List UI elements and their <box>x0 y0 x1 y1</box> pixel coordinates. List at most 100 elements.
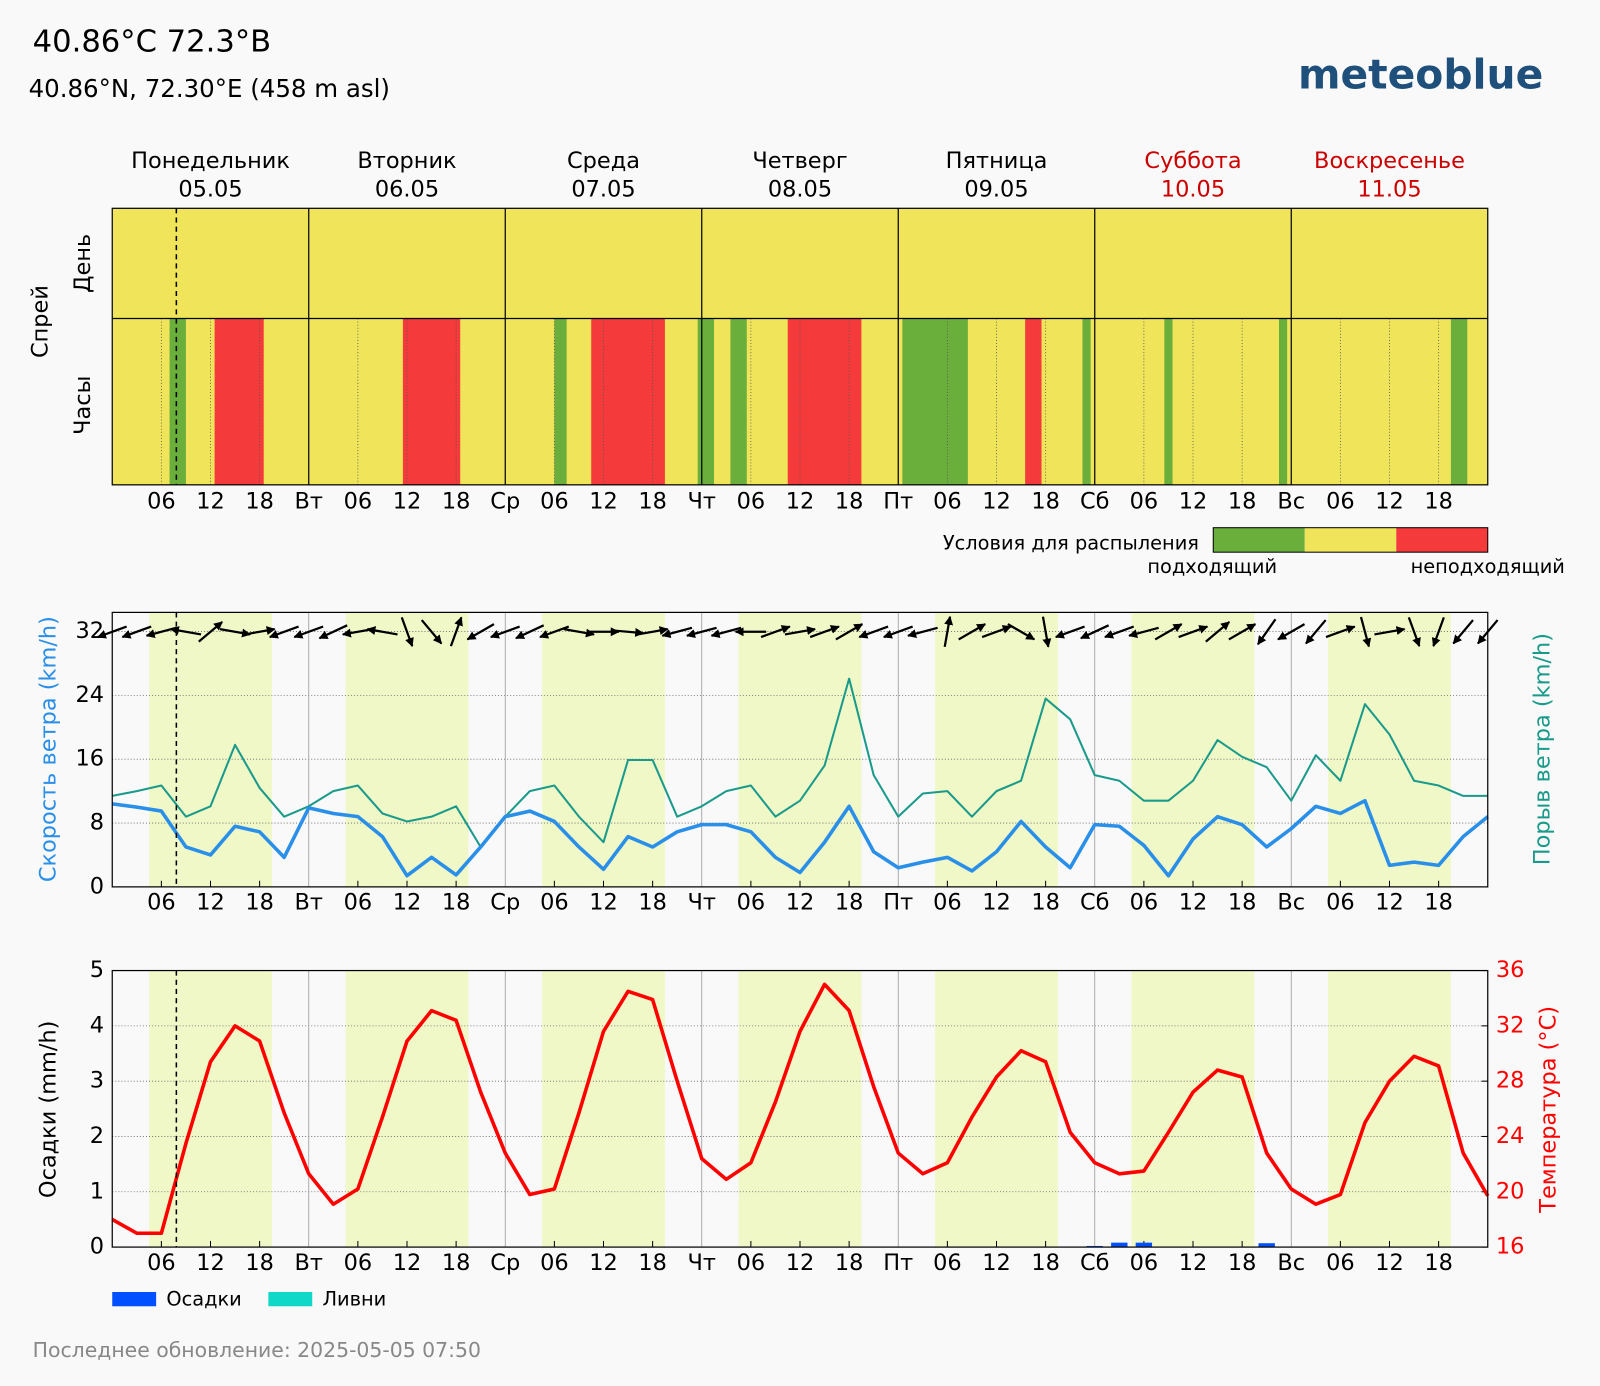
axis-label: Порыв ветра (km/h) <box>1529 633 1555 865</box>
x-tick-label: 12 <box>786 890 815 916</box>
wind-arrow <box>1431 617 1445 648</box>
wind-arrow <box>612 627 645 637</box>
x-tick-label: Чт <box>688 1250 716 1276</box>
x-tick-label: 18 <box>1424 890 1453 916</box>
wind-arrow <box>420 619 443 645</box>
wind-arrow <box>563 628 595 638</box>
x-tick-label: 06 <box>737 890 766 916</box>
spray-hour-segment <box>554 318 567 485</box>
wind-arrow <box>293 625 324 639</box>
wind-arrow <box>1359 616 1372 648</box>
x-tick-label: 12 <box>393 890 422 916</box>
wind-arrow <box>809 625 840 639</box>
x-tick-label: 06 <box>1130 890 1159 916</box>
day-date: 05.05 <box>178 176 242 202</box>
precip-bar <box>1111 1242 1128 1248</box>
x-tick-label: 18 <box>638 1250 667 1276</box>
x-tick-label: 18 <box>442 489 471 515</box>
x-tick-label: 12 <box>589 489 618 515</box>
wind-arrow <box>1407 617 1421 648</box>
day-name: Пятница <box>946 148 1048 174</box>
day-name: Среда <box>567 148 640 174</box>
x-tick-label: Ср <box>490 489 520 515</box>
x-tick-label: 18 <box>835 489 864 515</box>
x-tick-label: Пт <box>883 890 913 916</box>
spray-day-cell <box>112 208 309 319</box>
x-tick-label: 12 <box>1375 489 1404 515</box>
spray-hour-segment <box>1082 318 1091 485</box>
wind-arrow <box>1228 623 1257 641</box>
wind-arrow <box>1104 625 1135 639</box>
x-tick-label: 18 <box>1228 489 1257 515</box>
spray-hour-segment <box>902 318 968 485</box>
logo: meteoblue <box>1298 51 1543 99</box>
daylight <box>1328 970 1451 1248</box>
x-tick-label: 12 <box>982 1250 1011 1276</box>
daylight <box>935 970 1058 1248</box>
x-tick-label: 12 <box>1179 890 1208 916</box>
x-tick-label: Вт <box>295 890 323 916</box>
x-tick-label: 18 <box>1228 1250 1257 1276</box>
day-date: 11.05 <box>1357 176 1421 202</box>
x-tick-label: 12 <box>196 489 225 515</box>
wind-arrow <box>1452 619 1474 645</box>
legend-swatch <box>268 1291 313 1307</box>
day-date: 10.05 <box>1161 176 1225 202</box>
x-tick-label: 12 <box>1375 890 1404 916</box>
x-tick-label: Чт <box>688 890 716 916</box>
x-tick-label: 18 <box>835 1250 864 1276</box>
spray-hour-segment <box>214 318 264 485</box>
y-tick-label: 28 <box>1496 1068 1525 1094</box>
x-tick-label: 12 <box>982 489 1011 515</box>
day-date: 09.05 <box>964 176 1028 202</box>
axis-label: Часы <box>70 376 96 435</box>
legend-swatch <box>1213 527 1305 553</box>
legend-swatch <box>112 1291 157 1307</box>
x-tick-label: 06 <box>933 489 962 515</box>
y-tick-label: 36 <box>1496 957 1525 983</box>
daylight <box>738 612 862 887</box>
x-tick-label: 12 <box>393 489 422 515</box>
plot-frame <box>111 611 1489 888</box>
spray-hour-segment <box>169 318 186 485</box>
x-tick-label: 12 <box>589 1250 618 1276</box>
wind-arrow <box>466 623 495 641</box>
daylight <box>935 612 1058 887</box>
daylight <box>1131 612 1255 887</box>
x-tick-label: Вт <box>295 489 323 515</box>
legend-title: Условия для распыления <box>943 532 1199 555</box>
wind-arrow <box>1374 626 1406 636</box>
x-tick-label: 06 <box>1326 890 1355 916</box>
wind-arrow <box>268 625 299 639</box>
y-tick-label: 1 <box>90 1178 104 1204</box>
wind-arrow <box>835 623 864 641</box>
wind-arrow <box>1154 623 1183 641</box>
x-tick-label: 06 <box>1326 1250 1355 1276</box>
day-name: Суббота <box>1144 148 1241 174</box>
legend-swatch <box>1304 527 1397 553</box>
x-tick-label: 12 <box>393 1250 422 1276</box>
spray-hour-segment <box>787 318 862 485</box>
x-tick-label: 18 <box>1228 890 1257 916</box>
wind-arrow <box>1305 619 1327 645</box>
daylight <box>345 970 469 1248</box>
wind-arrow <box>244 626 276 636</box>
x-tick-label: 06 <box>344 489 373 515</box>
axis-label: День <box>70 234 96 293</box>
spray-day-cell <box>505 208 702 319</box>
x-tick-label: 18 <box>245 489 274 515</box>
x-tick-label: 12 <box>1375 1250 1404 1276</box>
y-tick-label: 20 <box>1496 1178 1525 1204</box>
spray-day-cell <box>1094 208 1292 319</box>
x-tick-label: 06 <box>147 489 176 515</box>
x-tick-label: Ср <box>490 890 520 916</box>
legend-swatch <box>1396 527 1488 553</box>
day-date: 08.05 <box>768 176 832 202</box>
series-line <box>112 798 1489 878</box>
wind-arrow <box>883 625 914 639</box>
daylight <box>345 612 469 887</box>
legend-label: Ливни <box>322 1288 386 1311</box>
spray-hour-segment <box>591 318 665 485</box>
